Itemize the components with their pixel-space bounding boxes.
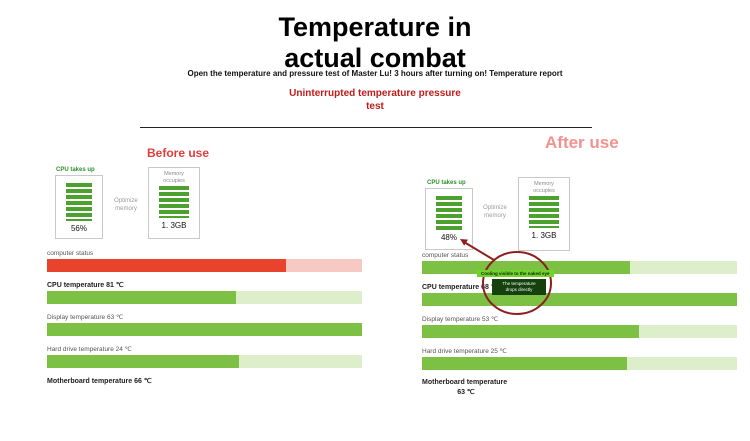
after-memory-usage-value: 1. 3GB <box>531 231 557 241</box>
stress-line2: test <box>366 100 384 112</box>
temperature-row-label: Motherboard temperature <box>422 379 508 386</box>
temperature-bar-track <box>422 325 737 338</box>
temperature-drop-badge: The temperature drops directly <box>492 279 546 296</box>
after-memory-panel-label: Memory occupies <box>533 181 555 194</box>
temperature-bar-fill <box>47 323 362 336</box>
cpu-usage-gauge-icon <box>66 183 92 221</box>
temperature-bar-fill <box>47 259 287 272</box>
temperature-row: Motherboard temperature 66 ℃ <box>47 377 362 385</box>
after-optimize-memory-label: Optimize memory <box>483 205 507 219</box>
temperature-row: Motherboard temperature 63 ℃ <box>422 379 737 396</box>
temperature-row-label: CPU temperature 81 ℃ <box>47 282 124 289</box>
cooling-highlight-badge: Cooling visible to the naked eye <box>477 270 554 277</box>
temperature-row-label: Hard drive temperature 25 ℃ <box>422 348 507 355</box>
temperature-row-label: computer status <box>422 252 469 259</box>
temperature-bar-track <box>47 323 362 336</box>
temperature-bar-fill <box>422 325 640 338</box>
temperature-row-sublabel: 63 ℃ <box>457 389 475 396</box>
memory-usage-gauge-icon <box>529 196 559 229</box>
cpu-usage-gauge-icon <box>436 196 462 230</box>
page-title-line1: Temperature in <box>278 12 472 42</box>
after-cpu-panel-label: CPU takes up <box>427 180 466 186</box>
after-use-label: After use <box>545 133 619 152</box>
temperature-row: computer status <box>422 252 737 274</box>
before-memory-usage-box: Memory occupies 1. 3GB <box>148 167 200 239</box>
temperature-bar-fill <box>47 355 240 368</box>
page-title: Temperature in actual combat <box>0 12 750 75</box>
temperature-bar-track <box>47 259 362 272</box>
temperature-bar-fill <box>422 293 737 306</box>
temperature-bar-track <box>422 261 737 274</box>
temperature-bar-track <box>422 293 737 306</box>
after-memory-usage-box: Memory occupies 1. 3GB <box>518 177 570 251</box>
after-cpu-usage-box: 48% <box>425 188 473 250</box>
temperature-row-label: Motherboard temperature 66 ℃ <box>47 378 152 385</box>
temperature-bar-fill <box>47 291 236 304</box>
temperature-row-label: Display temperature 63 ℃ <box>47 314 124 321</box>
temperature-row: Hard drive temperature 25 ℃ <box>422 347 737 370</box>
before-memory-panel-label: Memory occupies <box>163 171 185 184</box>
before-cpu-usage-box: 56% <box>55 175 103 239</box>
before-memory-usage-value: 1. 3GB <box>161 221 187 231</box>
before-cpu-panel-label: CPU takes up <box>56 167 95 173</box>
temperature-bar-track <box>422 357 737 370</box>
after-cpu-usage-value: 48% <box>440 233 457 242</box>
temperature-bar-track <box>47 291 362 304</box>
divider-line <box>140 127 592 128</box>
before-temperature-bars: computer status CPU temperature 81 ℃ Displ… <box>47 250 362 387</box>
memory-usage-gauge-icon <box>159 186 189 219</box>
temperature-row-label: Hard drive temperature 24 ℃ <box>47 346 132 353</box>
temperature-drop-line2: drops directly <box>505 287 533 293</box>
temperature-row-label: Display temperature 53 ℃ <box>422 316 499 323</box>
stress-line1: Uninterrupted temperature pressure <box>289 88 461 99</box>
temperature-row: Hard drive temperature 24 ℃ <box>47 345 362 368</box>
subtitle-text: Open the temperature and pressure test o… <box>187 69 563 78</box>
before-cpu-usage-value: 56% <box>70 224 87 233</box>
temperature-bar-track <box>47 355 362 368</box>
temperature-row: Display temperature 53 ℃ <box>422 315 737 338</box>
temperature-row-label: computer status <box>47 250 94 257</box>
temperature-row: CPU temperature 68 ℃ <box>422 283 737 306</box>
after-temperature-bars: computer status CPU temperature 68 ℃ Displ… <box>422 252 737 396</box>
stress-test-heading: Uninterrupted temperature pressure test <box>0 88 750 113</box>
temperature-row: computer status <box>47 250 362 272</box>
page-title-line2: actual combat <box>284 43 466 74</box>
temperature-row: CPU temperature 81 ℃ <box>47 281 362 304</box>
temperature-row-label: CPU temperature 68 ℃ <box>422 284 499 291</box>
before-use-label: Before use <box>147 146 210 160</box>
temperature-bar-fill <box>422 357 627 370</box>
before-optimize-memory-label: Optimize memory <box>114 198 138 212</box>
temperature-row: Display temperature 63 ℃ <box>47 313 362 336</box>
